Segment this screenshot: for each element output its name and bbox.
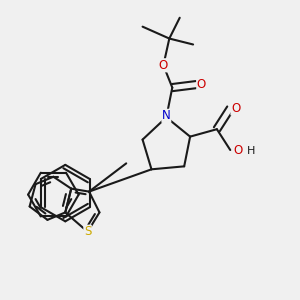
Text: S: S — [84, 225, 91, 238]
Text: O: O — [159, 59, 168, 72]
Text: O: O — [231, 102, 240, 115]
Text: O: O — [197, 78, 206, 91]
Text: H: H — [247, 146, 255, 157]
Text: O: O — [233, 143, 242, 157]
Text: N: N — [162, 109, 171, 122]
